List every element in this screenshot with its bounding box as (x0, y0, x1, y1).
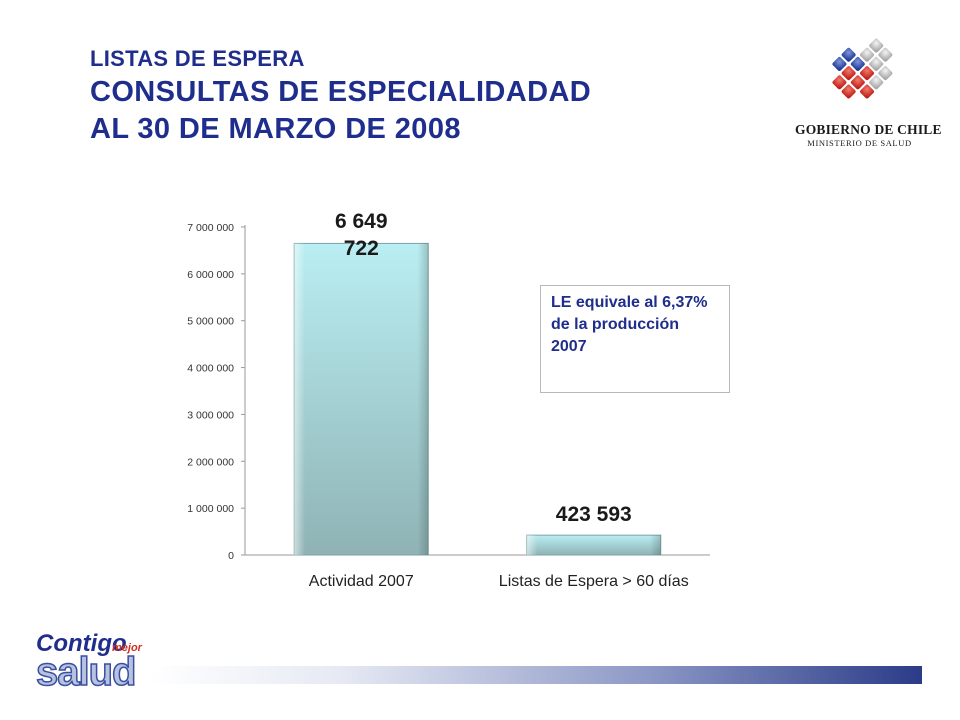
y-tick-label: 3 000 000 (187, 409, 234, 421)
contigo-mejor-salud-logo: Contigo mejor salud (34, 630, 146, 695)
logo-ministry: MINISTERIO DE SALUD (807, 138, 912, 148)
y-tick-label: 6 000 000 (187, 269, 234, 281)
bar-shading (526, 535, 661, 555)
y-tick-label: 2 000 000 (187, 456, 234, 468)
y-tick-label: 5 000 000 (187, 316, 234, 328)
data-label: 423 593 (556, 503, 632, 526)
title-line-2: CONSULTAS DE ESPECIALIDADAD (90, 76, 592, 108)
gobierno-de-chile-logo: GOBIERNO DE CHILE MINISTERIO DE SALUD (795, 36, 942, 148)
slide-title: LISTAS DE ESPERA CONSULTAS DE ESPECIALID… (90, 46, 591, 146)
bar-shading (294, 243, 429, 555)
x-category-label: Listas de Espera > 60 días (499, 573, 689, 590)
logo-name: GOBIERNO DE CHILE (795, 122, 942, 137)
logo-mejor-text: mejor (112, 642, 142, 654)
y-tick-label: 0 (228, 550, 234, 562)
note-box: LE equivale al 6,37% de la producción 20… (540, 285, 730, 393)
y-tick-label: 7 000 000 (187, 222, 234, 234)
logo-contigo-text: Contigo (36, 630, 127, 657)
title-line-3: AL 30 DE MARZO DE 2008 (90, 113, 461, 145)
data-label: 722 (344, 237, 379, 260)
government-emblem-icon (832, 38, 893, 99)
data-label: 6 649 (335, 210, 388, 233)
footer-gradient-bar (150, 666, 922, 684)
title-line-1: LISTAS DE ESPERA (90, 46, 305, 71)
logo-salud-text: salud (35, 649, 137, 695)
y-tick-label: 1 000 000 (187, 503, 234, 515)
x-category-label: Actividad 2007 (309, 573, 414, 590)
y-tick-label: 4 000 000 (187, 363, 234, 375)
